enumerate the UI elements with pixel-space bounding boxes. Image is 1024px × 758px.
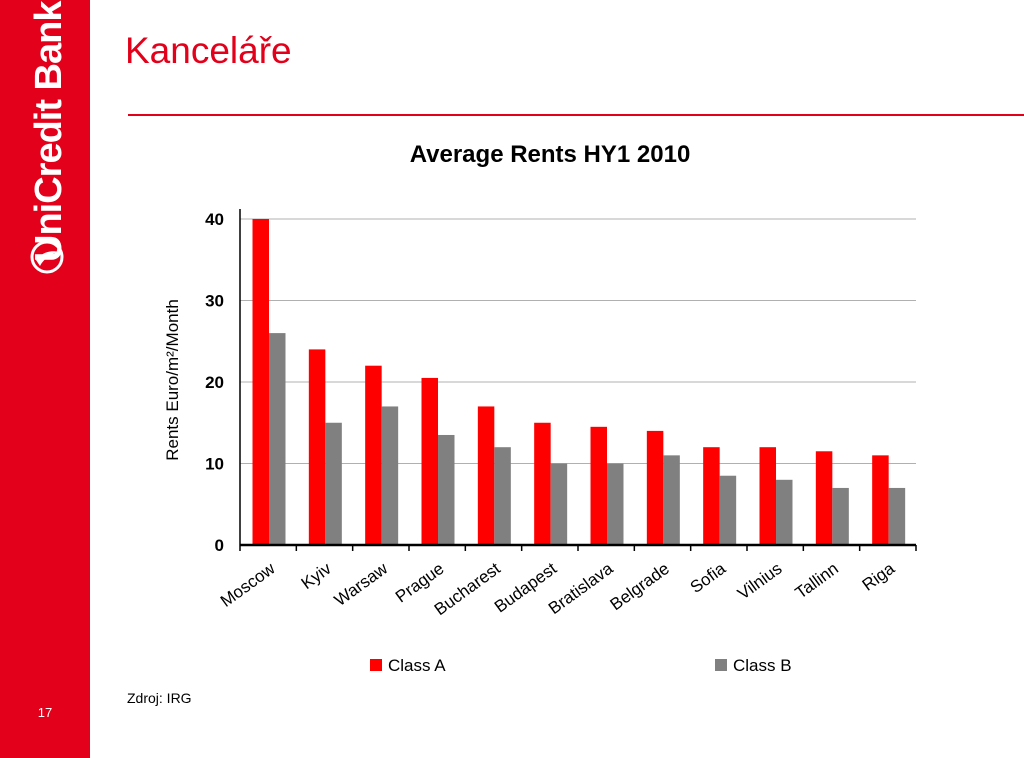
legend-label: Class B xyxy=(733,656,792,675)
x-tick-label: Bratislava xyxy=(545,559,617,619)
bar-class-a xyxy=(703,447,720,545)
bar-class-b xyxy=(776,479,793,545)
bar-class-a xyxy=(759,447,776,545)
bar-class-b xyxy=(832,487,849,545)
legend-swatch xyxy=(370,659,382,671)
legend-swatch xyxy=(715,659,727,671)
bar-class-a xyxy=(308,349,326,545)
bar-class-a xyxy=(815,451,833,545)
y-tick-label: 30 xyxy=(205,292,224,311)
bar-class-b xyxy=(438,434,455,545)
bar-class-b xyxy=(381,406,399,545)
x-tick-label: Tallinn xyxy=(792,559,842,603)
bar-class-a xyxy=(252,219,269,545)
legend-label: Class A xyxy=(388,656,446,675)
y-tick-label: 40 xyxy=(205,210,224,229)
bar-class-a xyxy=(477,406,495,545)
bar-class-b xyxy=(325,422,342,545)
bar-class-b xyxy=(663,455,680,545)
bar-class-b xyxy=(888,487,906,545)
bar-class-b xyxy=(719,475,737,545)
x-tick-label: Belgrade xyxy=(607,559,673,614)
unicredit-logo-icon xyxy=(30,240,64,274)
slide-title: Kanceláře xyxy=(125,30,292,71)
x-tick-label: Riga xyxy=(859,559,899,595)
brand-block: UniCredit Bank xyxy=(6,0,84,300)
bar-class-a xyxy=(365,365,382,545)
bar-class-b xyxy=(550,463,568,545)
bar-class-b xyxy=(269,333,286,545)
bar-class-a xyxy=(590,426,607,545)
brand-sidebar: UniCredit Bank 17 xyxy=(0,0,90,758)
y-tick-label: 20 xyxy=(205,373,224,392)
title-divider xyxy=(128,114,1024,116)
y-tick-label: 0 xyxy=(215,536,224,555)
y-axis-label: Rents Euro/m²/Month xyxy=(163,299,182,461)
bar-class-b xyxy=(494,447,511,545)
source-note: Zdroj: IRG xyxy=(127,690,192,706)
bar-class-a xyxy=(872,455,889,545)
page-number: 17 xyxy=(37,705,53,720)
chart-title: Average Rents HY1 2010 xyxy=(409,141,691,168)
x-tick-label: Vilnius xyxy=(734,559,785,604)
bar-class-a xyxy=(421,377,438,545)
bar-class-a xyxy=(534,422,551,545)
y-tick-label: 10 xyxy=(205,455,224,474)
x-tick-label: Kyiv xyxy=(298,559,336,594)
x-tick-label: Warsaw xyxy=(331,558,392,610)
bar-class-a xyxy=(646,430,664,545)
bar-class-b xyxy=(607,463,624,545)
x-tick-label: Sofia xyxy=(687,559,730,597)
x-tick-label: Moscow xyxy=(217,558,279,610)
